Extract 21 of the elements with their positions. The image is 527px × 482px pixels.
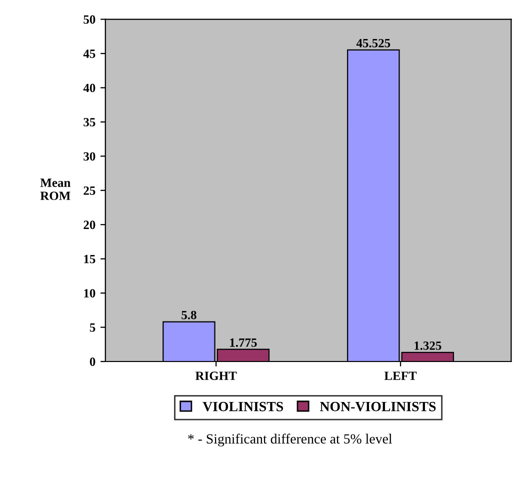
y-tick-label: 35	[84, 118, 96, 126]
x-tick-label: RIGHT	[195, 372, 237, 380]
y-axis-title: Mean ROM	[40, 178, 70, 200]
text: * - Significant difference at 5% level	[188, 434, 392, 446]
y-tick-label: 50	[84, 15, 96, 24]
data-label: 5.8	[182, 310, 196, 320]
legend-label: NON-VIOLINISTS	[320, 402, 436, 412]
data-label: 1.325	[414, 341, 442, 350]
legend-label: VIOLINISTS	[202, 402, 284, 412]
y-tick-label: 25	[84, 186, 96, 195]
x-tick-label: LEFT	[384, 372, 417, 380]
y-tick-label: 0	[90, 358, 96, 366]
y-tick-label: 10	[84, 289, 96, 298]
y-tick-label: 15	[84, 254, 96, 264]
y-tick-label: 40	[83, 84, 96, 92]
y-tick-label: 20	[84, 220, 96, 230]
y-tick-label: 30	[84, 152, 96, 161]
y-tick-label: 5	[90, 323, 96, 332]
data-label: 45.525	[356, 38, 390, 48]
data-label: 1.775	[230, 338, 257, 347]
y-tick-label: 45	[83, 50, 96, 58]
